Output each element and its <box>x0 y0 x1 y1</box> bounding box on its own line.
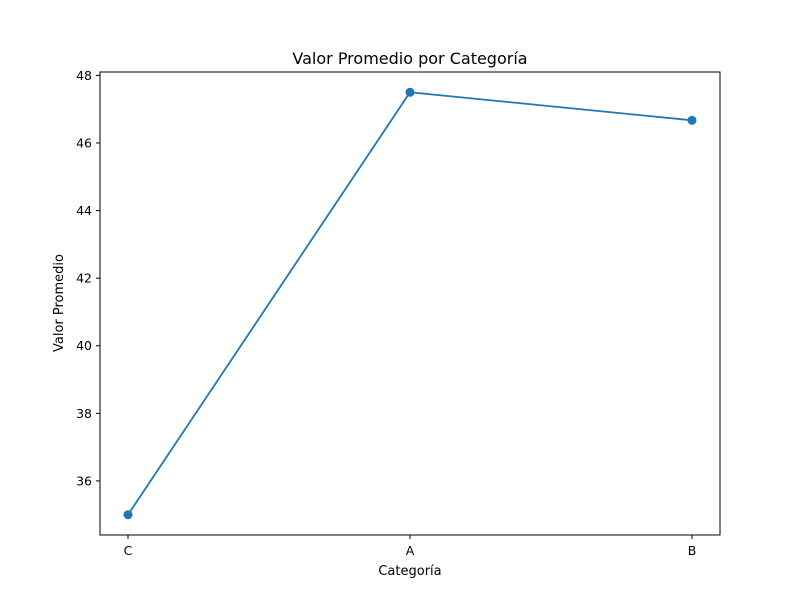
y-tick-label: 38 <box>76 406 92 421</box>
y-tick-label: 48 <box>76 68 92 83</box>
x-tick-label: B <box>688 543 697 558</box>
plot-area <box>123 87 697 520</box>
y-axis: 36 38 40 42 44 46 48 <box>76 68 100 488</box>
x-axis-label: Categoría <box>378 564 441 579</box>
data-point <box>405 87 415 97</box>
y-tick-label: 36 <box>76 473 92 488</box>
chart-title: Valor Promedio por Categoría <box>292 49 527 68</box>
plot-frame <box>99 71 721 536</box>
y-tick-label: 46 <box>76 135 92 150</box>
x-tick-label: A <box>406 543 415 558</box>
y-tick-label: 42 <box>76 271 92 286</box>
data-point <box>123 510 133 520</box>
series-line <box>127 91 693 516</box>
x-tick-label: C <box>124 543 133 558</box>
data-point <box>687 115 697 125</box>
y-axis-label: Valor Promedio <box>52 254 67 352</box>
y-tick-label: 44 <box>76 203 92 218</box>
y-tick-label: 40 <box>76 338 92 353</box>
